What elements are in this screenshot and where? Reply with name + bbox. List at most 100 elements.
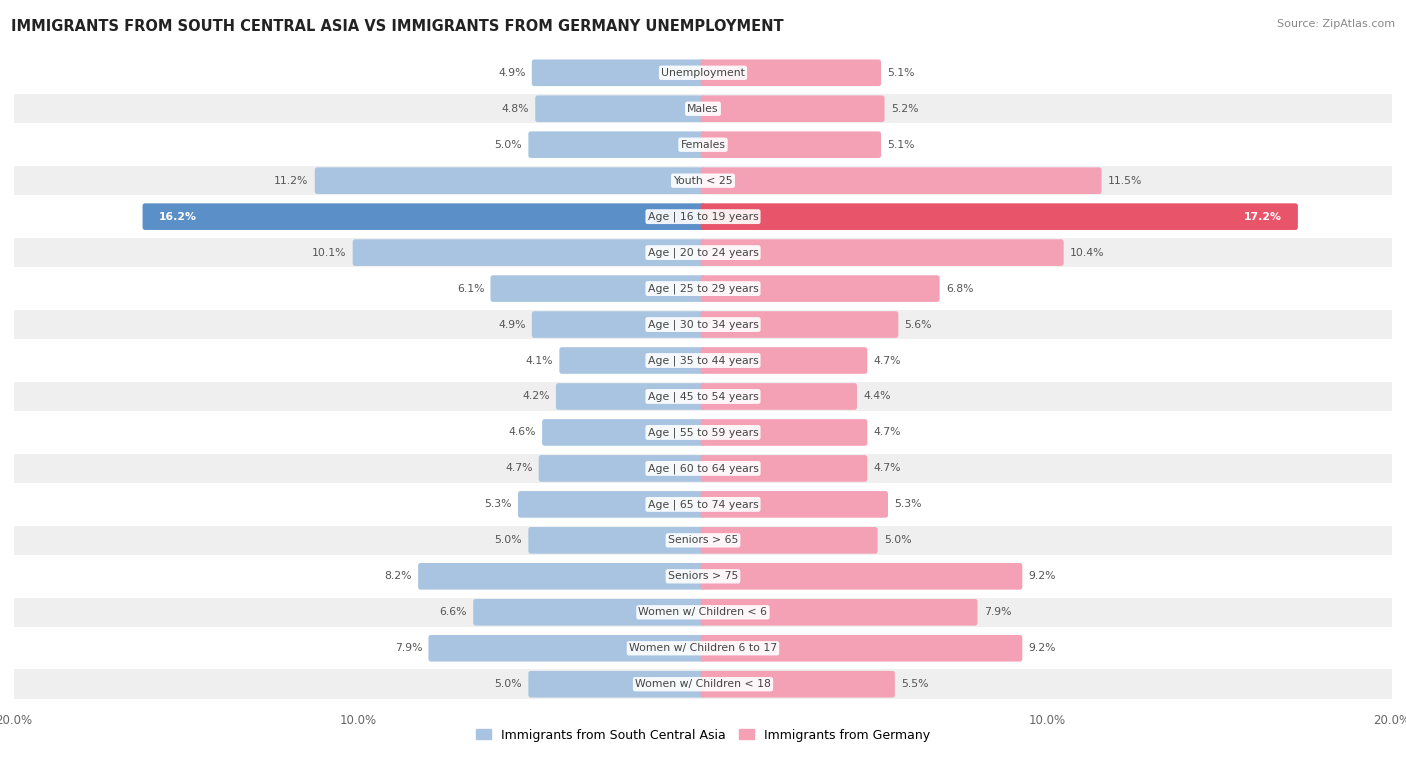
Text: Females: Females	[681, 140, 725, 150]
FancyBboxPatch shape	[700, 419, 868, 446]
FancyBboxPatch shape	[418, 563, 706, 590]
Text: Age | 16 to 19 years: Age | 16 to 19 years	[648, 211, 758, 222]
FancyBboxPatch shape	[529, 132, 706, 158]
Text: Unemployment: Unemployment	[661, 68, 745, 78]
Bar	[0, 490, 1406, 519]
Bar	[0, 669, 1406, 699]
FancyBboxPatch shape	[700, 311, 898, 338]
FancyBboxPatch shape	[700, 527, 877, 553]
Bar	[0, 310, 1406, 339]
Text: Age | 35 to 44 years: Age | 35 to 44 years	[648, 355, 758, 366]
Text: 4.4%: 4.4%	[863, 391, 890, 401]
Text: 10.1%: 10.1%	[312, 248, 346, 257]
FancyBboxPatch shape	[700, 491, 889, 518]
Text: 5.1%: 5.1%	[887, 68, 915, 78]
FancyBboxPatch shape	[529, 671, 706, 697]
Bar	[0, 634, 1406, 663]
Text: 5.3%: 5.3%	[894, 500, 922, 509]
Text: 4.9%: 4.9%	[498, 319, 526, 329]
FancyBboxPatch shape	[700, 167, 1101, 194]
Text: 4.2%: 4.2%	[522, 391, 550, 401]
Text: 4.8%: 4.8%	[502, 104, 529, 114]
FancyBboxPatch shape	[474, 599, 706, 625]
FancyBboxPatch shape	[538, 455, 706, 481]
Text: 4.1%: 4.1%	[526, 356, 553, 366]
Text: Women w/ Children 6 to 17: Women w/ Children 6 to 17	[628, 643, 778, 653]
Text: 4.7%: 4.7%	[873, 356, 901, 366]
Bar	[0, 238, 1406, 267]
Bar	[0, 166, 1406, 195]
FancyBboxPatch shape	[700, 599, 977, 625]
Text: 17.2%: 17.2%	[1244, 212, 1282, 222]
Bar	[0, 597, 1406, 627]
FancyBboxPatch shape	[700, 635, 1022, 662]
Bar	[0, 130, 1406, 160]
Text: 4.7%: 4.7%	[505, 463, 533, 473]
Text: Age | 65 to 74 years: Age | 65 to 74 years	[648, 499, 758, 509]
FancyBboxPatch shape	[700, 276, 939, 302]
FancyBboxPatch shape	[315, 167, 706, 194]
Text: 5.0%: 5.0%	[495, 140, 522, 150]
FancyBboxPatch shape	[529, 527, 706, 553]
Text: 5.0%: 5.0%	[495, 679, 522, 689]
Text: 4.9%: 4.9%	[498, 68, 526, 78]
Bar	[0, 562, 1406, 591]
FancyBboxPatch shape	[429, 635, 706, 662]
Text: Source: ZipAtlas.com: Source: ZipAtlas.com	[1277, 19, 1395, 29]
Text: 5.2%: 5.2%	[891, 104, 918, 114]
Text: 4.7%: 4.7%	[873, 463, 901, 473]
Text: Seniors > 75: Seniors > 75	[668, 572, 738, 581]
Text: 5.0%: 5.0%	[884, 535, 911, 545]
FancyBboxPatch shape	[700, 563, 1022, 590]
Text: 4.7%: 4.7%	[873, 428, 901, 438]
Text: Age | 45 to 54 years: Age | 45 to 54 years	[648, 391, 758, 402]
FancyBboxPatch shape	[531, 60, 706, 86]
Text: Women w/ Children < 6: Women w/ Children < 6	[638, 607, 768, 617]
FancyBboxPatch shape	[700, 95, 884, 122]
Bar	[0, 202, 1406, 232]
Bar	[0, 525, 1406, 555]
Text: Males: Males	[688, 104, 718, 114]
Text: 4.6%: 4.6%	[509, 428, 536, 438]
Text: Age | 25 to 29 years: Age | 25 to 29 years	[648, 283, 758, 294]
Text: 6.1%: 6.1%	[457, 284, 484, 294]
Text: 5.0%: 5.0%	[495, 535, 522, 545]
Text: Age | 60 to 64 years: Age | 60 to 64 years	[648, 463, 758, 474]
Text: 7.9%: 7.9%	[395, 643, 422, 653]
Text: Age | 55 to 59 years: Age | 55 to 59 years	[648, 427, 758, 438]
Text: 5.1%: 5.1%	[887, 140, 915, 150]
FancyBboxPatch shape	[543, 419, 706, 446]
Text: 10.4%: 10.4%	[1070, 248, 1104, 257]
FancyBboxPatch shape	[700, 239, 1064, 266]
FancyBboxPatch shape	[142, 204, 706, 230]
FancyBboxPatch shape	[700, 204, 1298, 230]
FancyBboxPatch shape	[555, 383, 706, 410]
Bar	[0, 382, 1406, 411]
Bar	[0, 94, 1406, 123]
FancyBboxPatch shape	[700, 347, 868, 374]
Text: 6.6%: 6.6%	[440, 607, 467, 617]
Bar	[0, 58, 1406, 88]
Text: 7.9%: 7.9%	[984, 607, 1011, 617]
Bar	[0, 418, 1406, 447]
Text: Women w/ Children < 18: Women w/ Children < 18	[636, 679, 770, 689]
FancyBboxPatch shape	[700, 671, 894, 697]
FancyBboxPatch shape	[700, 383, 858, 410]
Text: 5.3%: 5.3%	[484, 500, 512, 509]
FancyBboxPatch shape	[700, 60, 882, 86]
FancyBboxPatch shape	[353, 239, 706, 266]
Bar	[0, 346, 1406, 375]
Text: IMMIGRANTS FROM SOUTH CENTRAL ASIA VS IMMIGRANTS FROM GERMANY UNEMPLOYMENT: IMMIGRANTS FROM SOUTH CENTRAL ASIA VS IM…	[11, 19, 785, 34]
Text: 8.2%: 8.2%	[384, 572, 412, 581]
Bar	[0, 274, 1406, 304]
Text: Age | 20 to 24 years: Age | 20 to 24 years	[648, 248, 758, 258]
Text: 9.2%: 9.2%	[1029, 643, 1056, 653]
Legend: Immigrants from South Central Asia, Immigrants from Germany: Immigrants from South Central Asia, Immi…	[471, 724, 935, 746]
Text: 11.5%: 11.5%	[1108, 176, 1142, 185]
FancyBboxPatch shape	[536, 95, 706, 122]
Bar	[0, 453, 1406, 483]
Text: Age | 30 to 34 years: Age | 30 to 34 years	[648, 319, 758, 330]
FancyBboxPatch shape	[531, 311, 706, 338]
Text: Seniors > 65: Seniors > 65	[668, 535, 738, 545]
Text: 11.2%: 11.2%	[274, 176, 308, 185]
